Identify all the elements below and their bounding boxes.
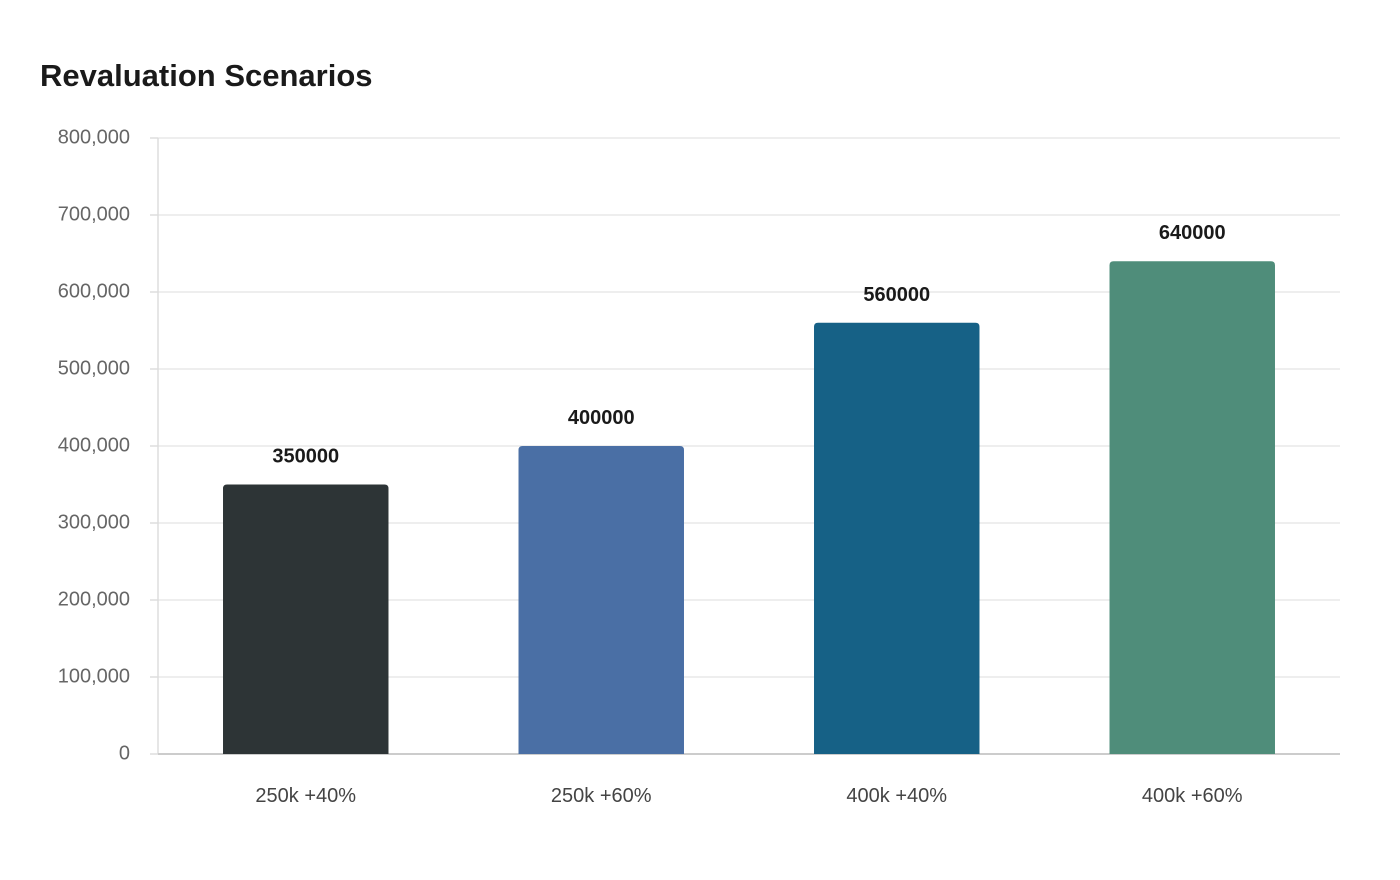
bar <box>518 446 684 754</box>
x-tick-label: 400k +60% <box>1142 785 1243 807</box>
y-tick-label: 500,000 <box>58 357 130 379</box>
x-tick-label: 250k +40% <box>255 785 356 807</box>
y-tick-label: 0 <box>119 742 130 764</box>
bar <box>1109 261 1275 754</box>
data-label: 640000 <box>1159 222 1226 244</box>
x-axis-ticks: 250k +40% 250k +60% 400k +40% 400k +60% <box>255 785 1242 807</box>
y-tick-label: 600,000 <box>58 280 130 302</box>
data-label: 560000 <box>863 284 930 306</box>
bar <box>814 322 980 754</box>
y-tick-label: 300,000 <box>58 511 130 533</box>
y-tick-label: 400,000 <box>58 434 130 456</box>
chart-title: Revaluation Scenarios <box>40 58 373 93</box>
y-axis-ticks: 0 100,000 200,000 300,000 400,000 500,000 600,… <box>58 126 158 764</box>
bars <box>223 261 1275 754</box>
data-label: 350000 <box>272 446 339 468</box>
x-tick-label: 250k +60% <box>551 785 652 807</box>
x-tick-label: 400k +40% <box>846 785 947 807</box>
data-label: 400000 <box>568 407 635 429</box>
y-tick-label: 700,000 <box>58 203 130 225</box>
y-tick-label: 200,000 <box>58 588 130 610</box>
data-labels: 350000 400000 560000 640000 <box>272 222 1225 467</box>
y-tick-label: 100,000 <box>58 665 130 687</box>
bar <box>223 484 389 754</box>
y-tick-label: 800,000 <box>58 126 130 148</box>
